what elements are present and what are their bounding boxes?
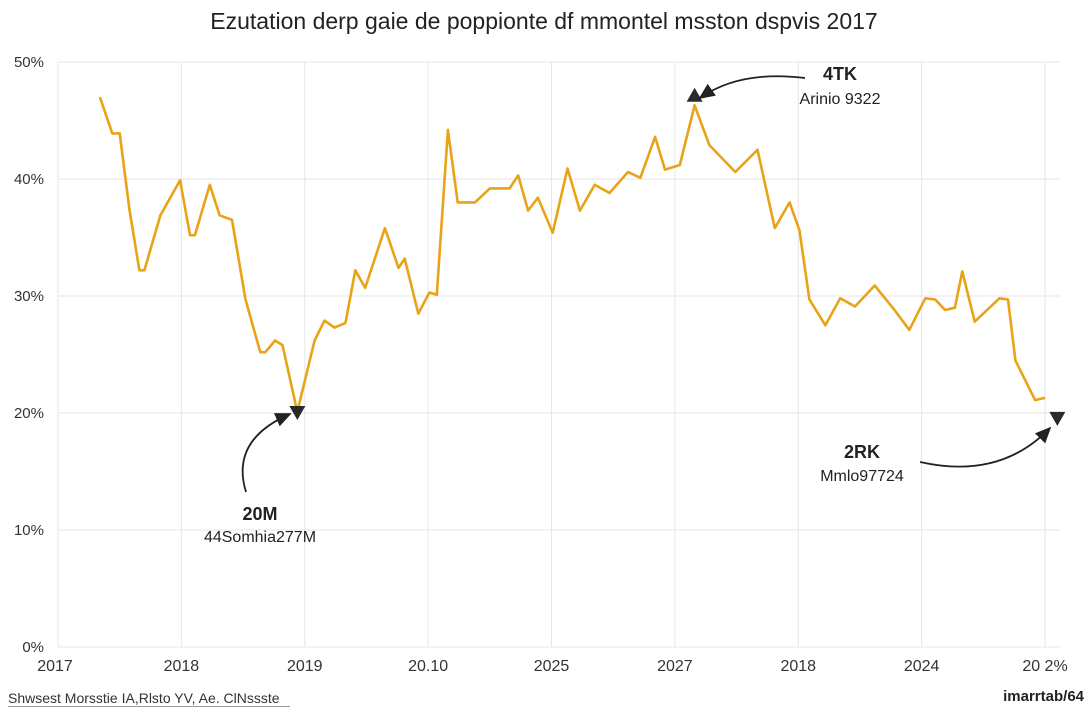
y-tick-label: 30% bbox=[14, 288, 44, 305]
y-tick-label: 20% bbox=[14, 405, 44, 422]
annotation-arrow bbox=[698, 75, 806, 100]
x-tick-label: 2024 bbox=[904, 658, 940, 675]
x-tick-label: 2017 bbox=[37, 658, 73, 675]
x-tick-label: 20 2% bbox=[1022, 658, 1067, 675]
annotation-marker-triangle-down bbox=[289, 406, 306, 420]
annotation-sublabel: Arinio 9322 bbox=[800, 91, 881, 108]
x-tick-label: 2018 bbox=[780, 658, 816, 675]
x-tick-label: 2025 bbox=[534, 658, 570, 675]
annotation-arrow bbox=[241, 413, 292, 493]
source-note: Shwsest Morsstie IA,Rlsto YV, Ae. ClNsss… bbox=[8, 690, 290, 707]
x-tick-label: 2027 bbox=[657, 658, 693, 675]
y-tick-label: 10% bbox=[14, 522, 44, 539]
annotation-arrow bbox=[919, 426, 1052, 468]
annotation-label: 4TK bbox=[823, 64, 857, 84]
annotation-marker-triangle-down bbox=[1049, 411, 1066, 426]
annotation-label: 2RK bbox=[844, 442, 880, 462]
annotation-label: 20M bbox=[242, 504, 277, 524]
x-tick-label: 20.10 bbox=[408, 658, 448, 675]
x-tick-label: 2019 bbox=[287, 658, 323, 675]
annotation-marker-triangle-up bbox=[686, 87, 703, 102]
annotation-sublabel: Mmlo97724 bbox=[820, 468, 904, 485]
y-tick-label: 0% bbox=[22, 639, 44, 656]
credit-label: imarrtab/64 bbox=[1003, 688, 1084, 705]
data-line bbox=[98, 96, 1046, 414]
annotation-sublabel: 44Somhia277M bbox=[204, 529, 316, 546]
x-tick-label: 2018 bbox=[164, 658, 200, 675]
y-tick-label: 40% bbox=[14, 171, 44, 188]
y-tick-label: 50% bbox=[14, 54, 44, 71]
chart-title: Ezutation derp gaie de poppionte df mmon… bbox=[210, 8, 878, 34]
